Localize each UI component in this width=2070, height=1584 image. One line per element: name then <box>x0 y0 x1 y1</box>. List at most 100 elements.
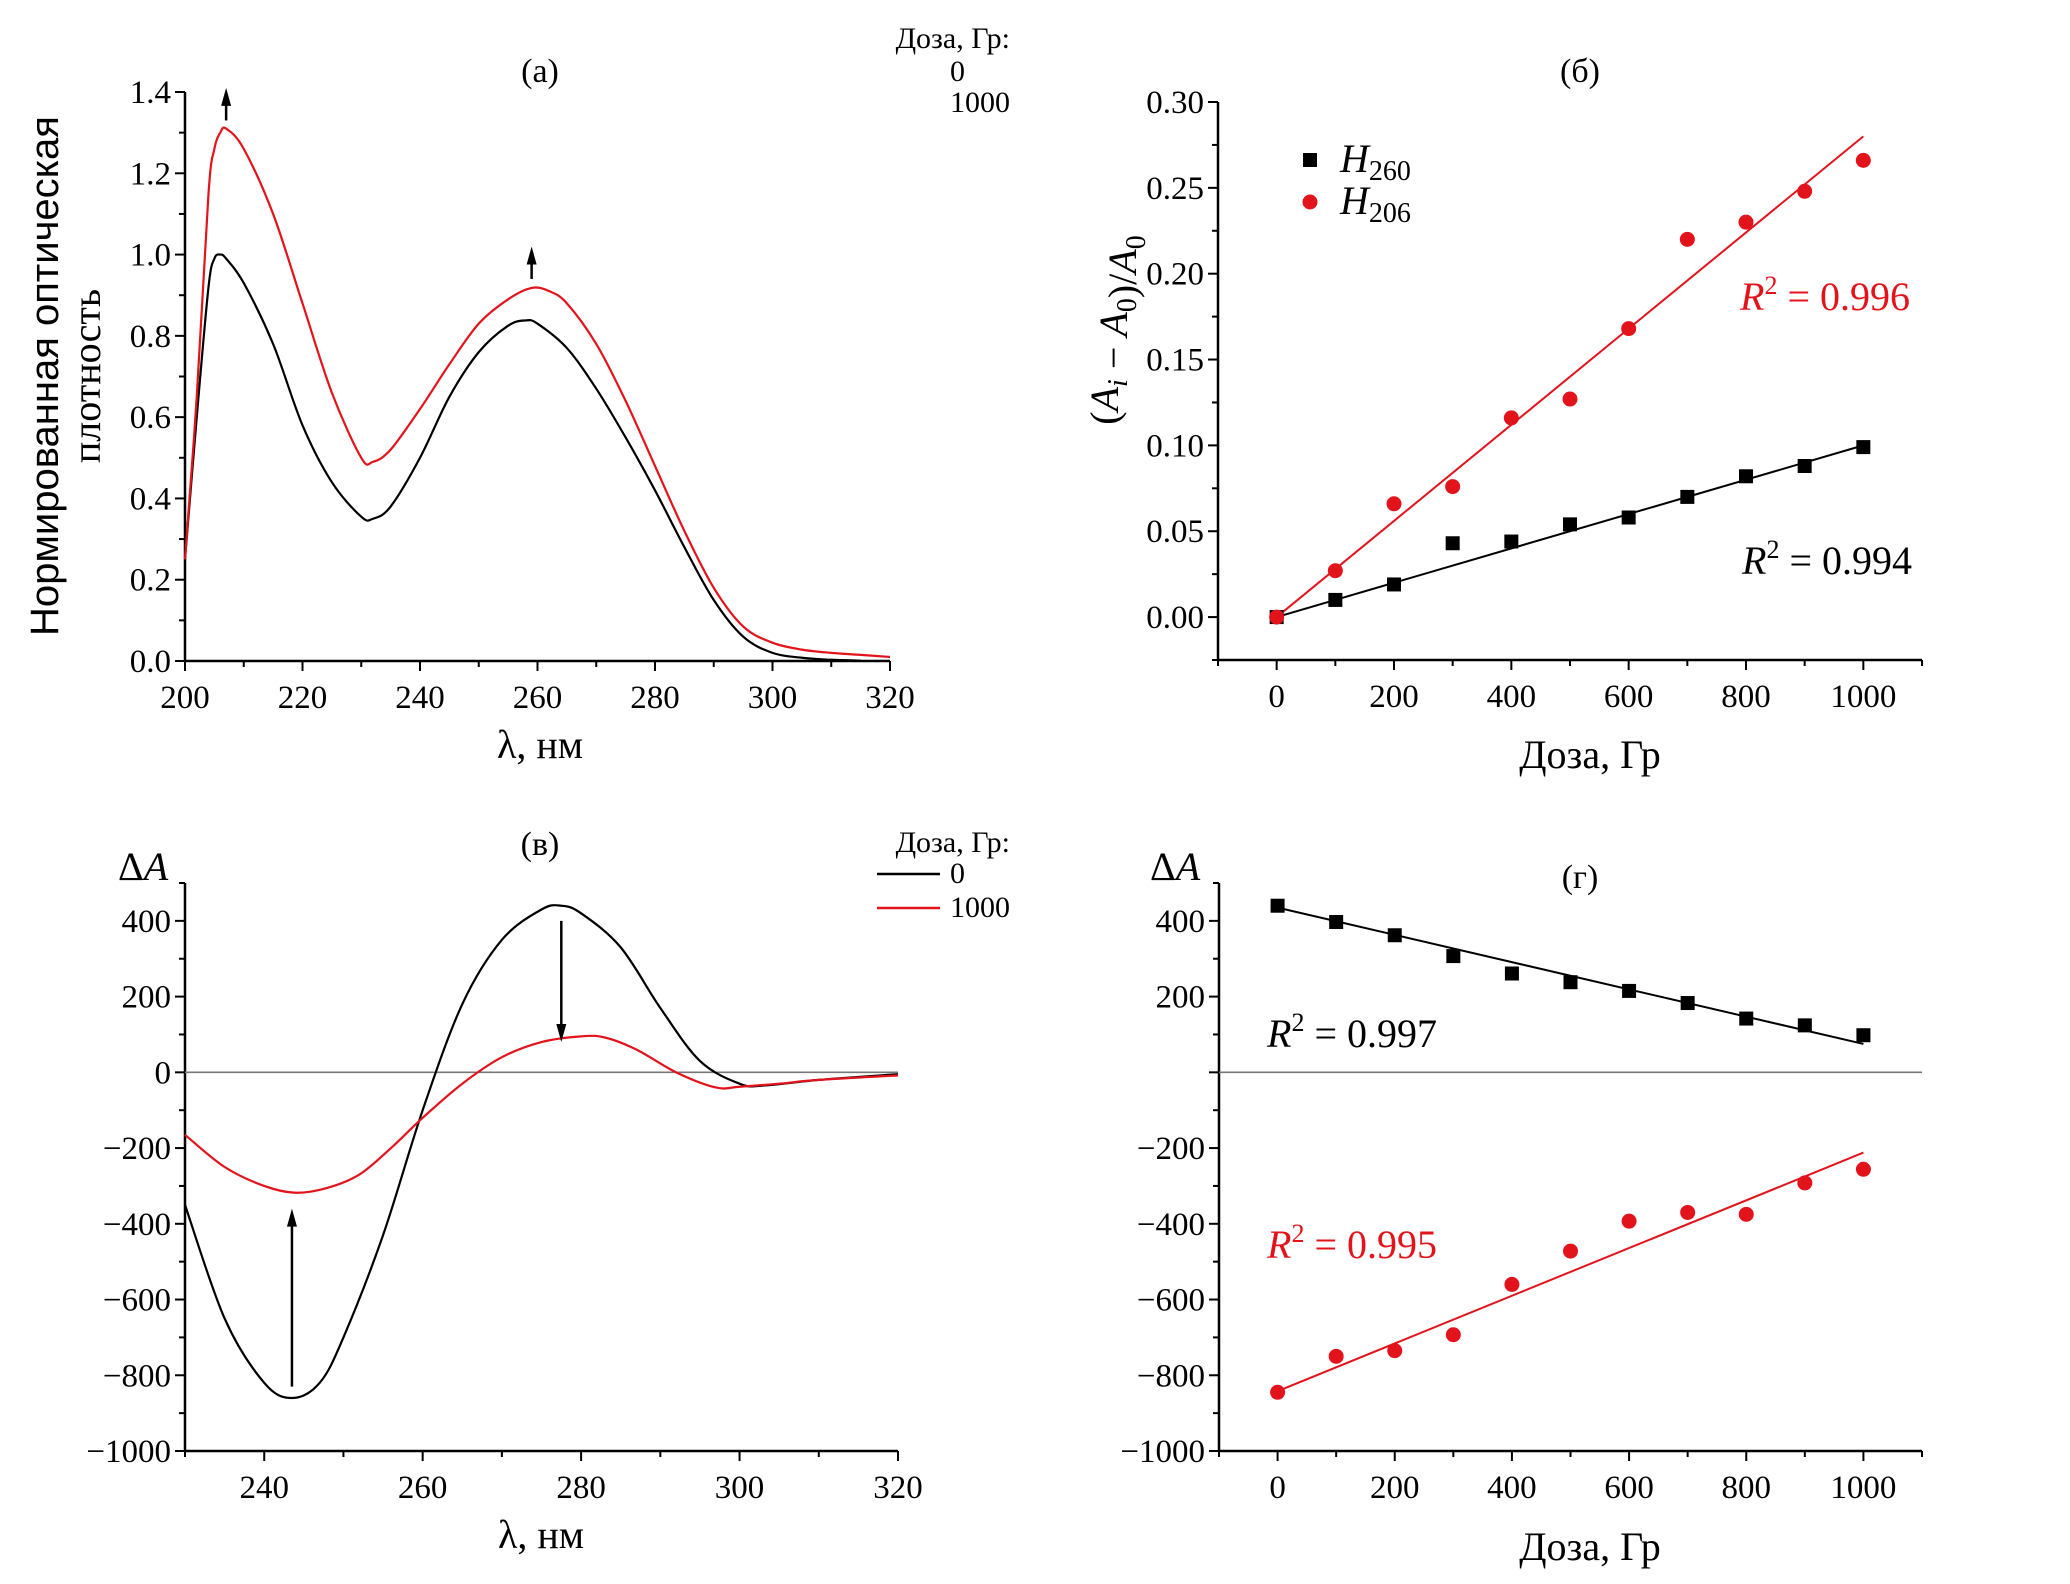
data-point-square <box>1303 153 1317 167</box>
y-tick-label: 1.4 <box>130 75 171 111</box>
r-value: = 0.995 <box>1304 1222 1437 1267</box>
data-point-circle <box>1797 183 1813 199</box>
data-point-square <box>1856 440 1871 455</box>
y-tick-label: 0.15 <box>1146 343 1204 379</box>
y-tick-label: 1.0 <box>130 238 171 274</box>
x-tick-label: 260 <box>398 1470 448 1506</box>
y-axis-title: (Ai − A0)/A0 <box>1082 235 1152 424</box>
y-tick-label: 0.8 <box>130 319 171 355</box>
y-axis-title-part: )/ <box>1100 273 1145 298</box>
r-superscript: 2 <box>1291 1219 1304 1248</box>
r-symbol: R <box>1266 1222 1291 1267</box>
y-axis-title: ΔA <box>118 844 169 889</box>
x-tick-label: 400 <box>1487 1470 1537 1506</box>
x-tick-label: 240 <box>239 1470 289 1506</box>
data-point-square <box>1387 928 1402 943</box>
data-point-square <box>1797 1018 1812 1033</box>
r-superscript: 2 <box>1766 535 1779 564</box>
data-point-square <box>1329 915 1344 930</box>
y-axis-title-part: A <box>1082 386 1127 414</box>
r-squared-label: R2 = 0.995 <box>1266 1219 1437 1267</box>
y-tick-label: 0.25 <box>1146 171 1204 207</box>
panel-a: 200 220 240 260 280 300 320 0.0 0.2 0.4 0.6 0.8 1.0 1… <box>23 22 1010 767</box>
y-axis-title-subscript: i <box>1103 379 1134 387</box>
x-tick-label: 0 <box>1269 1470 1286 1506</box>
x-tick-label: 240 <box>395 680 445 716</box>
r-squared-label: R2 = 0.994 <box>1741 535 1912 583</box>
legend-entry: 1000 <box>950 891 1010 924</box>
arrow-up-icon-1-head <box>286 1208 297 1227</box>
y-axis-title: ΔA <box>1150 844 1201 889</box>
data-point-circle <box>1327 563 1343 579</box>
r-superscript: 2 <box>1291 1008 1304 1037</box>
x-tick-label: 400 <box>1487 679 1537 715</box>
data-point-circle <box>1270 1384 1286 1400</box>
y-tick-label: 0.20 <box>1146 257 1204 293</box>
y-axis-title-part: A <box>1100 249 1145 277</box>
data-point-circle <box>1855 152 1871 168</box>
panel-g: 0 200 400 600 800 1000 −1000 −800 −600 −400 −200 20… <box>1120 844 1923 1569</box>
r-squared-label: R2 = 0.996 <box>1739 271 1910 319</box>
data-point-square <box>1622 983 1637 998</box>
y-tick-label: −1000 <box>86 1434 171 1470</box>
x-tick-label: 300 <box>748 680 798 716</box>
legend-entry-subscript: 260 <box>1369 156 1411 187</box>
data-point-circle <box>1269 609 1285 625</box>
panel-b: 0 200 400 600 800 10000.000.050.100.150.200.2… <box>1082 53 1923 777</box>
data-point-square <box>1739 1011 1754 1026</box>
legend-entry: 0 <box>950 857 965 890</box>
x-tick-label: 800 <box>1722 1470 1772 1506</box>
data-point-circle <box>1738 1206 1754 1222</box>
legend-entry-subscript: 206 <box>1369 198 1411 229</box>
data-point-circle <box>1445 479 1461 495</box>
x-axis-title: Доза, Гр <box>1519 732 1660 777</box>
legend-entry: H206 <box>1339 178 1411 229</box>
data-point-square <box>1504 966 1519 981</box>
legend-entry: 0 <box>950 55 965 88</box>
y-tick-label: 0.10 <box>1146 428 1204 464</box>
x-tick-label: 1000 <box>1830 1470 1896 1506</box>
y-tick-label: 0 <box>155 1055 172 1091</box>
y-tick-label: 0.05 <box>1146 514 1204 550</box>
y-tick-label: 1.2 <box>130 156 171 192</box>
y-tick-label: 400 <box>122 904 172 940</box>
data-point-square <box>1270 898 1285 913</box>
y-tick-label: 0.4 <box>130 481 171 517</box>
a-symbol: A <box>141 844 169 889</box>
arrow-down-icon-0-head <box>556 1024 567 1043</box>
r-symbol: R <box>1266 1011 1291 1056</box>
difference-spectrum-line-1000 <box>184 1034 899 1194</box>
x-tick-label: 280 <box>630 680 680 716</box>
y-tick-label: −200 <box>103 1131 171 1167</box>
r-superscript: 2 <box>1764 271 1777 300</box>
legend-entry: 1000 <box>950 86 1010 119</box>
panel-label: (а) <box>521 53 559 90</box>
x-tick-label: 200 <box>160 680 210 716</box>
x-tick-label: 320 <box>873 1470 923 1506</box>
legend-entry-base: H <box>1339 178 1371 223</box>
r-value: = 0.997 <box>1304 1011 1437 1056</box>
data-point-square <box>1563 975 1578 990</box>
data-point-square <box>1680 996 1695 1011</box>
data-point-circle <box>1855 1161 1871 1177</box>
difference-spectrum-line-0 <box>183 904 899 1400</box>
data-point-circle <box>1797 1175 1813 1191</box>
r-squared-label: R2 = 0.997 <box>1266 1008 1437 1056</box>
delta-symbol: Δ <box>118 844 144 889</box>
y-tick-label: −600 <box>103 1283 171 1319</box>
data-point-square <box>1445 536 1460 551</box>
x-tick-label: 320 <box>865 680 915 716</box>
legend-entry: H260 <box>1339 136 1411 187</box>
data-point-square <box>1797 458 1812 473</box>
data-point-circle <box>1503 410 1519 426</box>
x-tick-label: 200 <box>1369 679 1419 715</box>
y-tick-label: 200 <box>122 980 172 1016</box>
spectrum-line-0 <box>183 253 861 662</box>
fit-line-H206 <box>1277 1151 1864 1393</box>
x-tick-label: 0 <box>1268 679 1285 715</box>
y-tick-label: 0.0 <box>130 644 171 680</box>
